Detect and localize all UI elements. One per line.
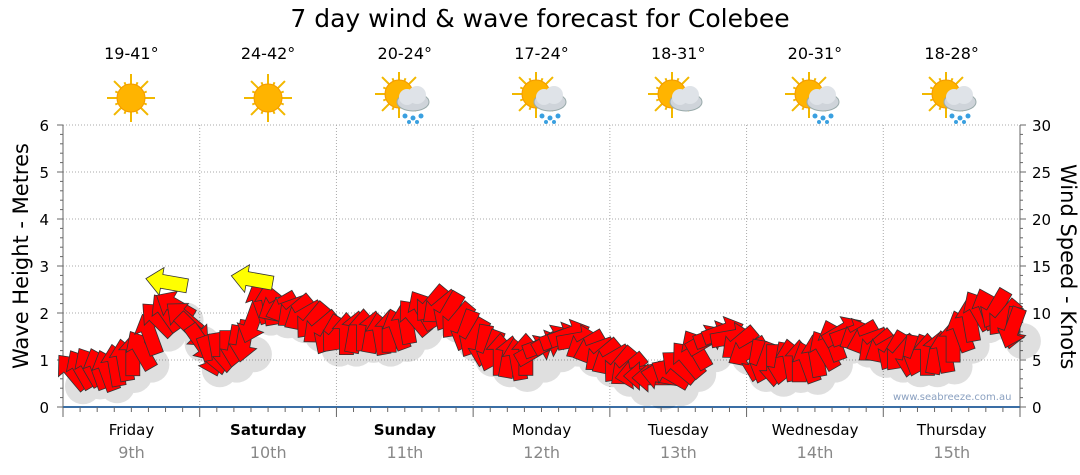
day-label: Friday	[108, 421, 155, 439]
date-label: 14th	[796, 443, 834, 462]
day-label: Monday	[512, 421, 572, 439]
day-label: Saturday	[230, 421, 307, 439]
wind-arrow	[997, 305, 1027, 349]
day-label: Wednesday	[771, 421, 859, 439]
right-tick-label: 25	[1032, 164, 1051, 182]
right-tick-label: 0	[1032, 399, 1042, 417]
chart-title: 7 day wind & wave forecast for Colebee	[290, 4, 790, 33]
day-label: Thursday	[916, 421, 987, 439]
sunny-icon	[101, 72, 161, 124]
date-label: 15th	[933, 443, 971, 462]
left-axis-label: Wave Height - Metres	[9, 143, 33, 369]
left-tick-label: 0	[39, 399, 49, 417]
date-label: 11th	[386, 443, 424, 462]
day-temp-range: 18-31°	[650, 44, 706, 63]
left-tick-label: 4	[39, 211, 49, 229]
day-label: Sunday	[373, 421, 437, 439]
date-label: 12th	[523, 443, 561, 462]
day-temp-range: 17-24°	[514, 44, 569, 63]
wind-arrow-highlight	[145, 266, 189, 297]
wind-arrows	[58, 263, 1027, 393]
day-temp-range: 20-24°	[377, 44, 433, 63]
watermark: www.seabreeze.com.au	[893, 392, 1012, 403]
left-tick-label: 5	[39, 164, 49, 182]
left-tick-label: 2	[39, 305, 49, 323]
sun-cloud-icon	[648, 70, 708, 124]
date-label: 9th	[118, 443, 145, 462]
day-temp-range: 20-31°	[787, 44, 843, 63]
wind-arrow	[125, 331, 158, 372]
left-tick-label: 6	[39, 117, 49, 135]
right-tick-label: 30	[1032, 117, 1051, 135]
day-temp-range: 18-28°	[924, 44, 979, 63]
date-label: 13th	[659, 443, 697, 462]
right-tick-label: 5	[1032, 352, 1042, 370]
left-tick-label: 3	[39, 258, 49, 276]
right-axis-label: Wind Speed - Knots	[1056, 164, 1080, 370]
sun-cloud-rain-icon	[374, 70, 435, 124]
right-tick-label: 10	[1032, 305, 1051, 323]
right-tick-label: 15	[1032, 258, 1051, 276]
sun-cloud-rain-icon	[921, 70, 982, 124]
wind-arrow-highlight	[230, 263, 275, 294]
date-label: 10th	[249, 443, 287, 462]
sun-cloud-rain-icon	[511, 70, 572, 124]
sun-cloud-rain-icon	[784, 70, 845, 124]
day-label: Tuesday	[647, 421, 709, 439]
day-temp-range: 24-42°	[240, 44, 296, 63]
right-tick-label: 20	[1032, 211, 1051, 229]
day-temp-range: 19-41°	[104, 44, 159, 63]
left-tick-label: 1	[39, 352, 49, 370]
sunny-icon	[238, 72, 298, 124]
